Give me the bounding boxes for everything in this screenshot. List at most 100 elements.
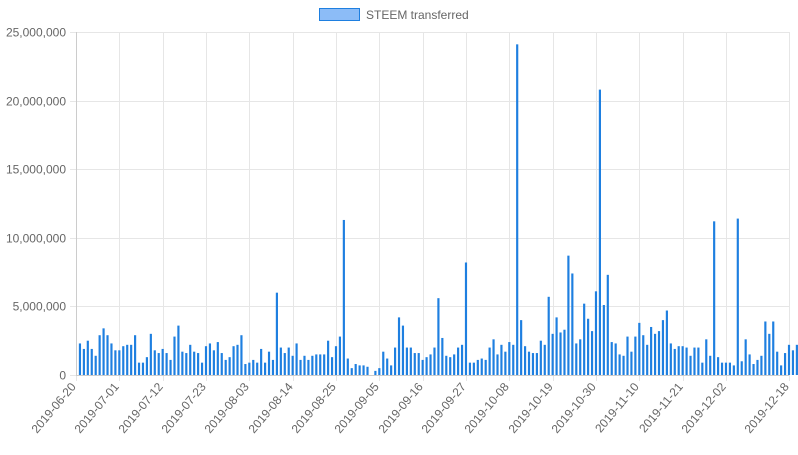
bar[interactable] [244, 364, 247, 375]
bar[interactable] [267, 351, 271, 375]
bar[interactable] [299, 359, 302, 375]
bar[interactable] [126, 344, 129, 375]
bar[interactable] [185, 353, 188, 375]
bar[interactable] [653, 333, 657, 375]
bar[interactable] [610, 342, 613, 375]
bar[interactable] [149, 333, 152, 375]
bar[interactable] [488, 347, 491, 375]
bar[interactable] [547, 296, 550, 375]
bar[interactable] [535, 353, 538, 375]
bar[interactable] [177, 325, 180, 375]
bar[interactable] [445, 355, 448, 375]
bar[interactable] [204, 346, 208, 375]
bar[interactable] [744, 339, 747, 375]
bar[interactable] [500, 344, 503, 375]
bar[interactable] [468, 362, 472, 375]
bar[interactable] [638, 322, 641, 375]
bar[interactable] [512, 344, 515, 375]
bar[interactable] [713, 221, 716, 375]
bar[interactable] [232, 346, 235, 375]
bar[interactable] [634, 336, 637, 375]
bar[interactable] [307, 359, 310, 375]
bar[interactable] [728, 362, 731, 375]
bar[interactable] [776, 351, 779, 375]
bar[interactable] [748, 354, 751, 375]
bar[interactable] [437, 298, 440, 375]
bar[interactable] [594, 291, 598, 375]
bar[interactable] [425, 357, 428, 375]
bar[interactable] [98, 335, 101, 375]
bar[interactable] [492, 339, 495, 375]
bar[interactable] [780, 365, 783, 375]
bar[interactable] [736, 218, 739, 375]
bar[interactable] [137, 362, 141, 375]
bar[interactable] [720, 362, 724, 375]
bar[interactable] [520, 320, 523, 375]
bar[interactable] [236, 344, 239, 375]
bar[interactable] [575, 343, 578, 375]
bar[interactable] [193, 351, 196, 375]
bar[interactable] [200, 362, 204, 375]
bar[interactable] [393, 347, 397, 375]
bar[interactable] [693, 347, 696, 375]
bar[interactable] [252, 359, 255, 375]
bar[interactable] [413, 353, 416, 375]
bar[interactable] [579, 339, 582, 375]
bar[interactable] [397, 317, 401, 375]
bar[interactable] [567, 255, 570, 375]
bar[interactable] [224, 359, 227, 375]
bar[interactable] [256, 362, 259, 375]
bar[interactable] [697, 347, 700, 375]
bar[interactable] [602, 305, 605, 375]
bar[interactable] [189, 344, 192, 375]
bar[interactable] [386, 358, 389, 375]
bar[interactable] [587, 318, 590, 375]
bar[interactable] [460, 344, 464, 375]
bar[interactable] [228, 357, 231, 375]
bar[interactable] [350, 368, 353, 375]
bar[interactable] [134, 335, 137, 375]
bar[interactable] [689, 355, 692, 375]
bar[interactable] [141, 362, 145, 375]
bar[interactable] [216, 342, 219, 375]
bar[interactable] [551, 333, 554, 375]
bar[interactable] [531, 353, 535, 375]
bar[interactable] [783, 353, 787, 375]
bar[interactable] [417, 353, 420, 375]
bar[interactable] [539, 340, 542, 375]
bar[interactable] [409, 347, 412, 375]
bar[interactable] [717, 357, 720, 375]
bar[interactable] [685, 347, 688, 375]
bar[interactable] [724, 362, 728, 375]
bar[interactable] [330, 357, 334, 375]
bar[interactable] [523, 346, 527, 375]
bar[interactable] [484, 359, 487, 375]
bar[interactable] [543, 344, 546, 375]
bar[interactable] [480, 358, 483, 375]
bar[interactable] [449, 357, 452, 375]
bar[interactable] [283, 353, 286, 375]
bar[interactable] [248, 362, 251, 375]
bar[interactable] [212, 350, 215, 375]
bar[interactable] [681, 346, 684, 375]
bar[interactable] [527, 351, 531, 375]
bar[interactable] [630, 351, 633, 375]
bar[interactable] [421, 359, 424, 375]
bar[interactable] [563, 329, 566, 375]
bar[interactable] [220, 353, 223, 375]
bar[interactable] [559, 332, 562, 375]
bar[interactable] [323, 354, 326, 375]
bar[interactable] [405, 347, 408, 375]
bar[interactable] [145, 357, 148, 375]
bar[interactable] [260, 348, 263, 375]
bar[interactable] [130, 344, 133, 375]
bar[interactable] [496, 354, 499, 375]
bar[interactable] [752, 364, 755, 375]
bar[interactable] [378, 368, 381, 375]
bar[interactable] [169, 359, 172, 375]
bar[interactable] [264, 362, 267, 375]
bar[interactable] [791, 350, 795, 375]
bar[interactable] [590, 331, 594, 375]
bar[interactable] [342, 219, 345, 375]
bar[interactable] [287, 347, 290, 375]
